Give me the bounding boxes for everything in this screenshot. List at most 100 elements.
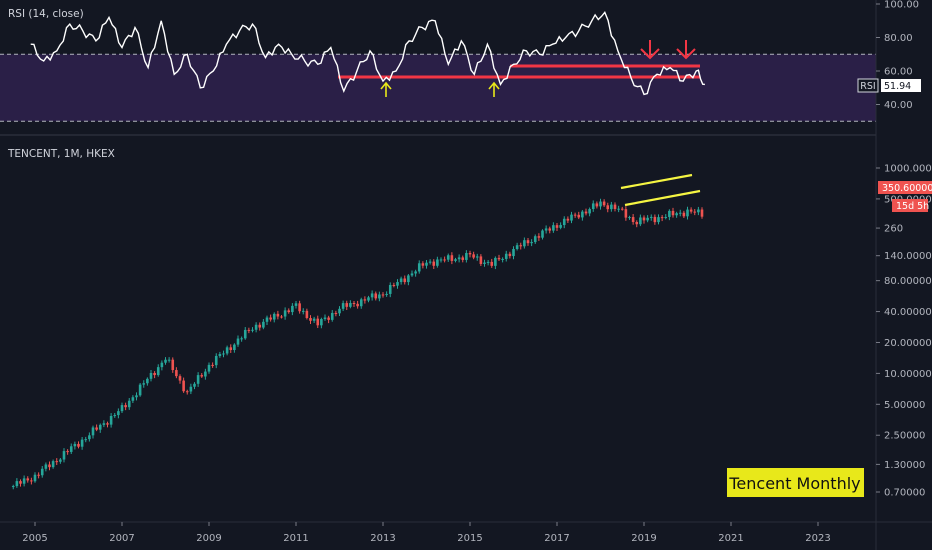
candle <box>98 424 102 430</box>
countdown-label: 15d 5h <box>896 201 929 212</box>
candle <box>109 416 113 425</box>
candle <box>44 464 48 469</box>
candle <box>689 209 693 212</box>
candle <box>294 303 298 306</box>
annotation-box[interactable] <box>727 468 864 497</box>
candle <box>693 211 697 213</box>
candle <box>251 329 254 331</box>
rsi-tick-label: 60.00 <box>884 67 913 78</box>
candle <box>450 255 454 261</box>
candle <box>120 405 124 412</box>
candle <box>639 217 642 225</box>
candle <box>494 257 497 266</box>
candle <box>421 263 425 266</box>
candle <box>301 310 305 312</box>
candle <box>646 217 649 221</box>
candle <box>468 253 472 255</box>
candle <box>272 313 276 320</box>
candle <box>475 256 479 258</box>
candle <box>124 405 127 408</box>
candle <box>552 225 555 231</box>
candle <box>196 375 200 384</box>
candle <box>269 317 272 320</box>
candle <box>541 230 544 238</box>
yellow-up-arrow <box>488 81 500 97</box>
candle <box>258 324 262 328</box>
candle <box>156 367 160 376</box>
candle <box>501 258 504 260</box>
candle <box>425 262 428 266</box>
candle <box>142 383 146 385</box>
candle <box>508 253 512 257</box>
candle <box>138 384 142 396</box>
price-tick-label: 2.50000 <box>884 431 925 442</box>
candle <box>483 262 486 264</box>
candle <box>628 217 631 219</box>
candle <box>472 254 475 258</box>
candle <box>236 338 240 345</box>
candle <box>182 380 185 392</box>
candle <box>352 303 356 305</box>
candle <box>233 344 236 350</box>
time-tick-label: 2007 <box>109 533 134 544</box>
candle <box>171 359 175 371</box>
candle <box>11 486 15 488</box>
time-tick-label: 2023 <box>805 533 830 544</box>
candle <box>610 204 613 210</box>
rsi-price-scale[interactable]: 100.00 80.00 60.00 40.00 <box>876 0 919 111</box>
candle <box>635 221 639 225</box>
candle <box>624 209 628 218</box>
rsi-panel[interactable]: RSI (14, close) <box>0 8 876 122</box>
candle <box>291 305 294 313</box>
candle <box>127 400 131 408</box>
candle <box>577 214 581 218</box>
candle <box>55 461 59 463</box>
candle <box>396 282 399 286</box>
candle <box>537 236 541 238</box>
candle <box>410 273 414 276</box>
yellow-up-arrow <box>380 81 392 97</box>
candle <box>66 451 69 453</box>
rsi-drawings <box>338 40 700 97</box>
candle <box>15 481 19 487</box>
candle <box>330 312 334 320</box>
candle <box>399 278 403 283</box>
candle <box>349 303 352 307</box>
price-panel[interactable]: TENCENT, 1M, HKEX Tencent Monthly <box>7 148 864 497</box>
price-tick-label: 0.70000 <box>884 488 925 499</box>
candle <box>595 203 599 207</box>
candle <box>378 294 381 299</box>
candle <box>631 217 635 222</box>
candle <box>48 464 51 468</box>
candle <box>247 329 251 331</box>
candle <box>649 216 653 218</box>
candle <box>298 303 301 312</box>
rsi-current-value: 51.94 <box>884 81 911 92</box>
candle <box>207 364 211 372</box>
candle <box>334 312 338 314</box>
price-tick-label: 1000.00000 <box>884 164 932 175</box>
time-tick-label: 2021 <box>718 533 743 544</box>
candle <box>584 211 588 214</box>
candle <box>106 423 109 425</box>
rsi-value-badge: RSI 51.94 <box>857 78 921 93</box>
candle <box>457 257 461 260</box>
candle <box>519 245 523 247</box>
candle <box>37 474 40 476</box>
candle <box>562 218 566 226</box>
candle <box>606 205 610 210</box>
candle <box>678 212 682 214</box>
time-axis[interactable]: 2005 2007 2009 2011 2013 2015 2017 2019 2021 2023 <box>22 522 831 544</box>
candle <box>602 201 606 206</box>
candle <box>588 209 591 214</box>
candle <box>559 225 562 228</box>
candle <box>668 210 671 217</box>
candle <box>320 319 323 326</box>
candle <box>653 216 657 223</box>
candle <box>660 217 664 219</box>
channel-lower-line <box>624 189 701 207</box>
candle <box>504 253 508 259</box>
candle <box>581 211 584 218</box>
candle <box>160 362 164 368</box>
